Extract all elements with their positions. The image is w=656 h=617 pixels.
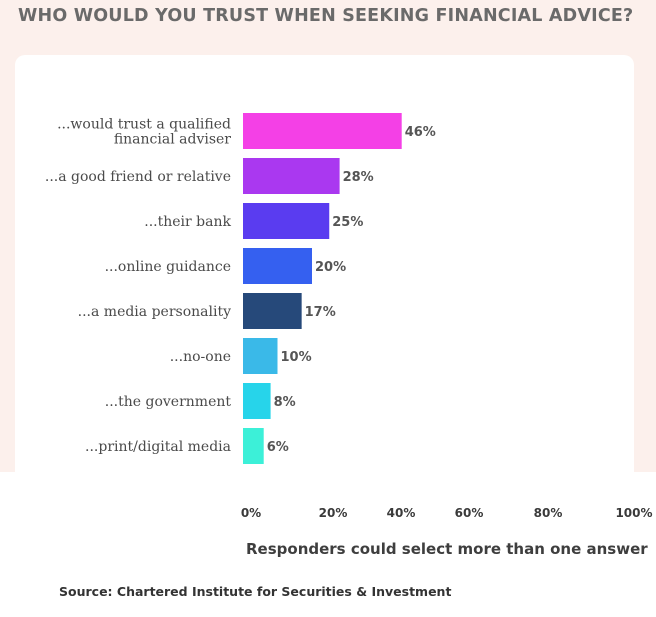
value-label: 46% [405, 125, 436, 140]
x-tick-label: 40% [387, 506, 416, 520]
category-label: ...would trust a qualified financial advi… [57, 117, 231, 148]
chart-title: WHO WOULD YOU TRUST WHEN SEEKING FINANCI… [18, 6, 634, 26]
bar-4 [243, 248, 312, 284]
bar-1 [243, 113, 402, 149]
chart-note: Responders could select more than one an… [246, 540, 648, 558]
chart-source: Source: Chartered Institute for Securiti… [59, 584, 452, 599]
x-tick-label: 60% [455, 506, 484, 520]
value-label: 17% [305, 305, 336, 320]
x-tick-label: 80% [534, 506, 563, 520]
bar-8 [243, 428, 264, 464]
bar-6 [243, 338, 278, 374]
value-label: 6% [267, 440, 289, 455]
value-label: 25% [332, 215, 363, 230]
x-tick-label: 20% [319, 506, 348, 520]
category-label: ...online guidance [105, 259, 231, 275]
category-label: ...print/digital media [85, 439, 231, 455]
category-label: ...no-one [170, 349, 231, 365]
value-label: 10% [281, 350, 312, 365]
bar-2 [243, 158, 340, 194]
category-label: ...the government [105, 394, 232, 410]
bar-5 [243, 293, 302, 329]
x-tick-label: 0% [241, 506, 261, 520]
category-label: ...a good friend or relative [45, 169, 231, 185]
value-label: 28% [343, 170, 374, 185]
bar-3 [243, 203, 330, 239]
category-label: ...their bank [144, 214, 231, 230]
bar-7 [243, 383, 271, 419]
value-label: 8% [274, 395, 296, 410]
x-tick-label: 100% [615, 506, 652, 520]
value-label: 20% [315, 260, 346, 275]
category-label: ...a media personality [78, 304, 231, 320]
